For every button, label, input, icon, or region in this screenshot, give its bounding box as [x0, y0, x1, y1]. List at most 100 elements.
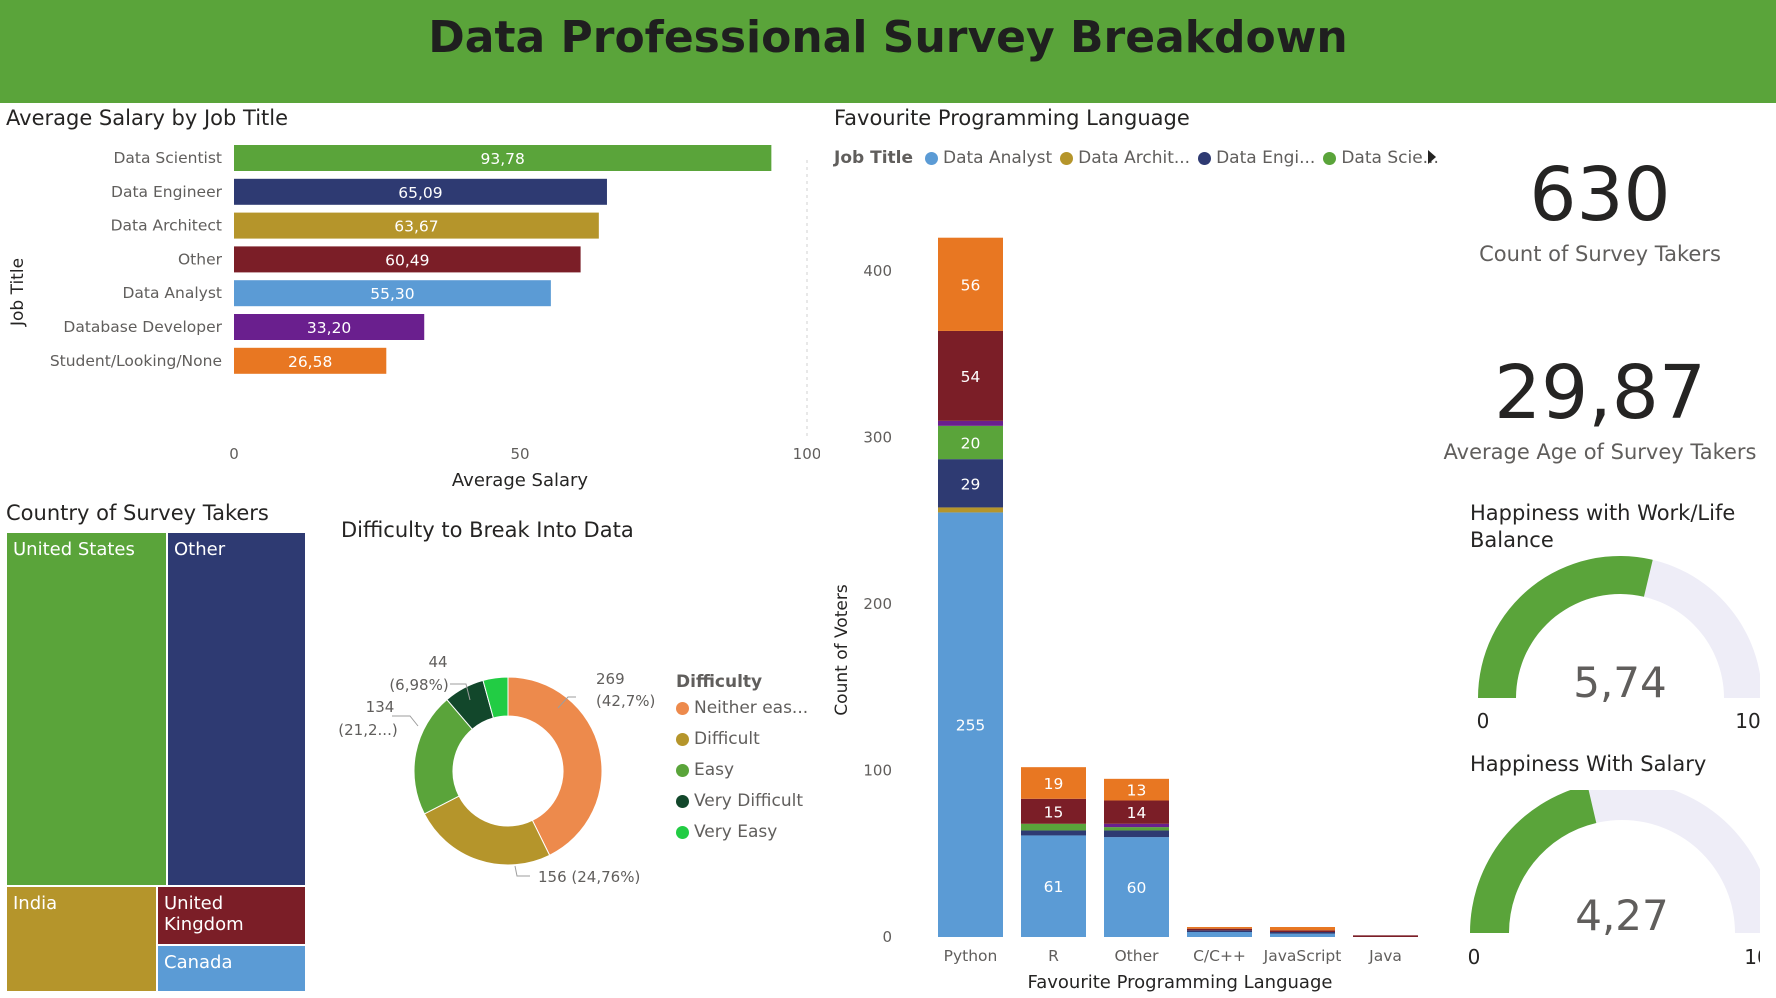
- salary-bar-database-developer[interactable]: [234, 314, 425, 340]
- difficulty-legend-item-very-easy[interactable]: Very Easy: [676, 822, 808, 842]
- language-bar-segment-other-database-developer[interactable]: [1104, 823, 1169, 828]
- salary-category-label: Database Developer: [63, 318, 222, 336]
- legend-dot: [1323, 151, 1337, 165]
- language-bar-segment-r-data-engineer[interactable]: [1021, 830, 1086, 836]
- dashboard-title: Data Professional Survey Breakdown: [428, 12, 1348, 63]
- treemap-cell-united-kingdom[interactable]: United Kingdom: [157, 886, 306, 945]
- language-bar-segment-other-data-scientist[interactable]: [1104, 827, 1169, 831]
- leader-line: [450, 683, 471, 701]
- language-bar-segment-python-other[interactable]: [938, 330, 1003, 421]
- salary-bar-student-looking-none[interactable]: [234, 347, 387, 374]
- leader-line: [557, 696, 576, 709]
- donut-label-vdiff-count: 44: [428, 653, 447, 671]
- language-bar-segment-javascript-student-looking-none[interactable]: [1270, 927, 1335, 931]
- language-category-label: Java: [1368, 947, 1402, 965]
- salary-gauge-title: Happiness With Salary: [1470, 752, 1707, 776]
- language-bar-segment-r-data-scientist[interactable]: [1021, 823, 1086, 831]
- language-data-label: 20: [961, 434, 981, 452]
- salary-bar-chart[interactable]: Job Title 0 50 100 Average Salary Data S…: [0, 140, 820, 500]
- worklife-gauge-value: 5,74: [1573, 658, 1667, 707]
- language-bar-segment-other-data-engineer[interactable]: [1104, 830, 1169, 838]
- language-data-label: 15: [1044, 803, 1064, 821]
- salary-happiness-gauge[interactable]: 4,27 0 10: [1460, 790, 1760, 980]
- gauge-fill: [1470, 790, 1597, 933]
- language-bar-segment-r-data-analyst[interactable]: [1021, 835, 1086, 937]
- language-bar-segment-c-c-other[interactable]: [1187, 928, 1252, 931]
- language-bar-segment-other-other[interactable]: [1104, 800, 1169, 824]
- language-bar-segment-python-data-scientist[interactable]: [938, 425, 1003, 460]
- worklife-gauge[interactable]: 5,74 0 10: [1460, 555, 1760, 735]
- language-bar-segment-other-data-analyst[interactable]: [1104, 837, 1169, 937]
- treemap-cell-canada[interactable]: Canada: [157, 945, 306, 992]
- country-chart-title: Country of Survey Takers: [6, 501, 269, 525]
- salary-bar-data-engineer[interactable]: [234, 178, 607, 205]
- language-bar-segment-javascript-other[interactable]: [1270, 930, 1335, 933]
- country-treemap[interactable]: United States Other India United Kingdom…: [6, 532, 306, 992]
- treemap-cell-united-states[interactable]: United States: [6, 532, 167, 886]
- difficulty-legend-item-very-difficult[interactable]: Very Difficult: [676, 791, 808, 811]
- legend-dot: [676, 825, 689, 839]
- salary-bar-data-scientist[interactable]: [234, 145, 772, 171]
- salary-category-label: Data Scientist: [114, 149, 223, 167]
- language-bar-segment-r-student-looking-none[interactable]: [1021, 767, 1086, 799]
- salary-value-label: 60,49: [385, 251, 429, 269]
- language-bar-segment-python-data-analyst[interactable]: [938, 512, 1003, 937]
- language-bar-segment-java-other[interactable]: [1353, 935, 1418, 937]
- treemap-label: Other: [174, 539, 226, 560]
- legend-item-data-analyst[interactable]: Data Analyst: [925, 148, 1052, 168]
- legend-label: Very Difficult: [694, 791, 803, 811]
- difficulty-donut-chart[interactable]: 269 (42,7%) 156 (24,76%) 134 (21,2...) 4…: [330, 640, 670, 900]
- language-bar-segment-python-data-engineer[interactable]: [938, 459, 1003, 508]
- salary-ylabel: Job Title: [8, 258, 28, 327]
- salary-value-label: 55,30: [370, 285, 414, 303]
- language-bar-segment-javascript-data-analyst[interactable]: [1270, 933, 1335, 937]
- salary-gauge-value: 4,27: [1575, 891, 1669, 940]
- language-bar-segment-r-other[interactable]: [1021, 798, 1086, 824]
- salary-xlabel: Average Salary: [452, 470, 589, 491]
- language-stacked-bar-chart[interactable]: Count of Voters Favourite Programming La…: [830, 200, 1440, 998]
- donut-slice-difficult[interactable]: [423, 795, 551, 866]
- legend-label: Data Analyst: [943, 148, 1053, 168]
- difficulty-legend-item-easy[interactable]: Easy: [676, 760, 808, 780]
- language-bar-segment-python-student-looking-none[interactable]: [938, 237, 1003, 331]
- legend-item-data-engi[interactable]: Data Engi...: [1198, 148, 1315, 168]
- salary-bar-data-architect[interactable]: [234, 212, 599, 239]
- donut-slice-very-easy[interactable]: [482, 676, 509, 719]
- legend-item-data-scie[interactable]: Data Scie...: [1323, 148, 1439, 168]
- salary-xtick-0: 0: [229, 445, 239, 463]
- treemap-label: United States: [13, 539, 135, 560]
- donut-label-neither-pct: (42,7%): [596, 692, 655, 710]
- language-ytick: 400: [863, 262, 892, 280]
- legend-dot: [676, 794, 689, 808]
- language-bar-segment-c-c-data-analyst[interactable]: [1187, 932, 1252, 937]
- salary-category-label: Data Engineer: [111, 183, 223, 201]
- language-bar-segment-python-data-architect[interactable]: [938, 507, 1003, 513]
- salary-bar-other[interactable]: [234, 246, 581, 273]
- language-bar-segment-c-c-student-looking-none[interactable]: [1187, 927, 1252, 929]
- language-xlabel: Favourite Programming Language: [1028, 972, 1333, 993]
- salary-category-label: Other: [178, 250, 223, 268]
- difficulty-legend-item-difficult[interactable]: Difficult: [676, 729, 808, 749]
- difficulty-chart-title: Difficulty to Break Into Data: [341, 518, 634, 542]
- language-ytick: 100: [863, 762, 892, 780]
- language-data-label: 19: [1044, 775, 1064, 793]
- count-label: Count of Survey Takers: [1479, 242, 1721, 266]
- language-data-label: 255: [956, 717, 986, 735]
- language-bar-segment-javascript-data-engineer[interactable]: [1270, 932, 1335, 934]
- treemap-label: Canada: [164, 952, 233, 973]
- salary-gauge-max: 10: [1744, 945, 1760, 969]
- salary-bar-data-analyst[interactable]: [234, 280, 551, 307]
- legend-label: Very Easy: [694, 822, 778, 842]
- treemap-cell-other[interactable]: Other: [167, 532, 306, 886]
- language-bar-segment-other-student-looking-none[interactable]: [1104, 778, 1169, 801]
- legend-next-arrow[interactable]: [1428, 150, 1436, 164]
- legend-dot: [925, 151, 938, 165]
- donut-slice-neither-eas[interactable]: [507, 676, 603, 856]
- difficulty-legend-item-neither-eas[interactable]: Neither eas...: [676, 698, 808, 718]
- language-bar-segment-c-c-data-engineer[interactable]: [1187, 930, 1252, 933]
- treemap-cell-india[interactable]: India: [6, 886, 157, 992]
- language-bar-segment-python-database-developer[interactable]: [938, 420, 1003, 426]
- legend-item-data-archit[interactable]: Data Archit...: [1060, 148, 1190, 168]
- legend-label: Data Archit...: [1078, 148, 1191, 168]
- salary-value-label: 65,09: [398, 184, 442, 202]
